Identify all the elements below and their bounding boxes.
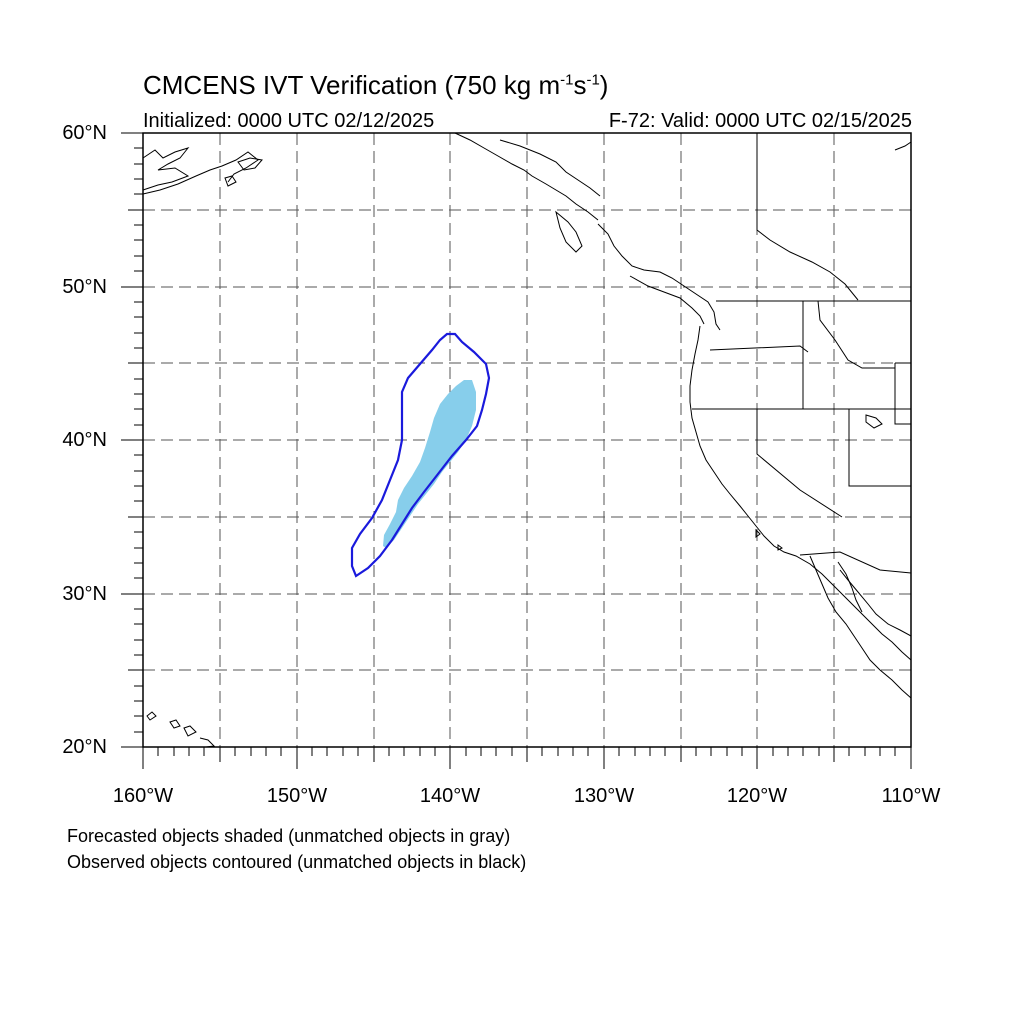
lon-label-160w: 160°W: [112, 785, 174, 807]
map-title: CMCENS IVT Verification (750 kg m-1s-1): [143, 70, 609, 100]
tick-marks: [121, 132, 912, 769]
lat-label-40n: 40°N: [62, 429, 107, 451]
initialized-time: Initialized: 0000 UTC 02/12/2025: [143, 110, 435, 132]
valid-time: F-72: Valid: 0000 UTC 02/15/2025: [608, 110, 912, 132]
lon-label-110w: 110°W: [881, 785, 941, 807]
lon-label-120w: 120°W: [726, 785, 788, 807]
legend-observed: Observed objects contoured (unmatched ob…: [67, 852, 527, 872]
lat-label-20n: 20°N: [62, 736, 107, 758]
lat-label-60n: 60°N: [62, 122, 107, 144]
lon-label-150w: 150°W: [266, 785, 328, 807]
observed-object: [350, 332, 491, 578]
coastlines: [142, 132, 912, 748]
lon-label-130w: 130°W: [573, 785, 635, 807]
forecast-object: [383, 380, 476, 548]
lat-label-50n: 50°N: [62, 276, 107, 298]
lat-label-30n: 30°N: [62, 583, 107, 605]
legend-forecast: Forecasted objects shaded (unmatched obj…: [67, 826, 511, 846]
lon-label-140w: 140°W: [419, 785, 481, 807]
gridlines: [143, 133, 911, 747]
